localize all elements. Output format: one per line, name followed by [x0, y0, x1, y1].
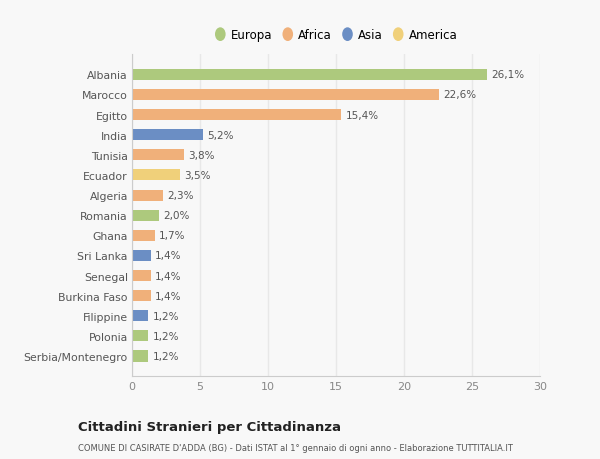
Bar: [132, 190, 163, 201]
Text: 2,3%: 2,3%: [167, 190, 194, 201]
Text: 1,2%: 1,2%: [152, 331, 179, 341]
Bar: [132, 250, 151, 262]
Text: 1,7%: 1,7%: [159, 231, 186, 241]
Text: 2,0%: 2,0%: [163, 211, 190, 221]
Bar: [132, 70, 487, 81]
Bar: [132, 330, 148, 341]
Bar: [132, 291, 151, 302]
Text: 3,8%: 3,8%: [188, 151, 214, 161]
Text: 1,4%: 1,4%: [155, 271, 182, 281]
Text: 1,2%: 1,2%: [152, 351, 179, 361]
Text: 26,1%: 26,1%: [491, 70, 524, 80]
Bar: [132, 210, 159, 221]
Text: Cittadini Stranieri per Cittadinanza: Cittadini Stranieri per Cittadinanza: [78, 420, 341, 433]
Text: COMUNE DI CASIRATE D'ADDA (BG) - Dati ISTAT al 1° gennaio di ogni anno - Elabora: COMUNE DI CASIRATE D'ADDA (BG) - Dati IS…: [78, 443, 513, 452]
Text: 3,5%: 3,5%: [184, 171, 210, 180]
Bar: [132, 110, 341, 121]
Text: 1,2%: 1,2%: [152, 311, 179, 321]
Text: 15,4%: 15,4%: [346, 110, 379, 120]
Text: 1,4%: 1,4%: [155, 291, 182, 301]
Text: 5,2%: 5,2%: [207, 130, 233, 140]
Bar: [132, 351, 148, 362]
Text: 22,6%: 22,6%: [443, 90, 476, 100]
Bar: [132, 230, 155, 241]
Bar: [132, 90, 439, 101]
Bar: [132, 311, 148, 322]
Bar: [132, 150, 184, 161]
Bar: [132, 270, 151, 281]
Bar: [132, 130, 203, 141]
Legend: Europa, Africa, Asia, America: Europa, Africa, Asia, America: [211, 26, 461, 45]
Text: 1,4%: 1,4%: [155, 251, 182, 261]
Bar: [132, 170, 179, 181]
